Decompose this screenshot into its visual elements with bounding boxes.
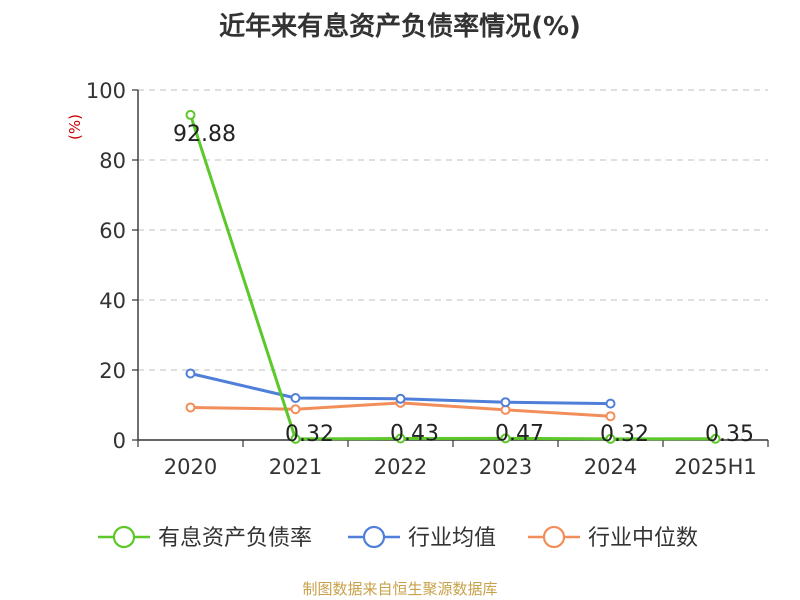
x-tick-label-2021: 2021: [269, 455, 322, 479]
series-lines: [185, 109, 721, 444]
y-tick-label-60: 60: [99, 219, 126, 243]
data-label-0: 92.88: [173, 122, 236, 147]
source-note: 制图数据来自恒生聚源数据库: [302, 580, 498, 598]
legend-marker-1: [362, 525, 386, 549]
legend-label-1: 行业均值: [408, 526, 496, 551]
x-tick-label-2023: 2023: [479, 455, 532, 479]
point-0-1: [290, 433, 301, 444]
y-tick-label-100: 100: [86, 79, 126, 103]
x-tick-label-2024: 2024: [584, 455, 637, 479]
point-0-4: [605, 433, 616, 444]
x-tick-label-2022: 2022: [374, 455, 427, 479]
point-0-5: [710, 433, 721, 444]
legend-marker-2: [542, 525, 566, 549]
data-label-3: 0.47: [495, 421, 544, 446]
point-1-4: [605, 398, 616, 409]
data-label-5: 0.35: [705, 422, 754, 447]
point-2-0: [185, 402, 196, 413]
y-tick-label-20: 20: [99, 359, 126, 383]
y-tick-label-0: 0: [113, 429, 126, 453]
legend-label-0: 有息资产负债率: [158, 526, 312, 551]
y-axis-label: (%): [66, 114, 84, 140]
y-tick-label-80: 80: [99, 149, 126, 173]
point-2-1: [290, 404, 301, 415]
x-tick-label-2025H1: 2025H1: [674, 455, 757, 479]
tick-labels: 0 20 40 60 80 100 2020 2021 2022 2023 2024 2025H1: [86, 79, 757, 479]
point-2-4: [605, 411, 616, 422]
data-label-4: 0.32: [600, 422, 649, 447]
legend-label-2: 行业中位数: [588, 526, 698, 551]
chart-title: 近年来有息资产负债率情况(%): [219, 12, 581, 42]
point-1-2: [395, 393, 406, 404]
point-0-2: [395, 433, 406, 444]
x-tick-label-2020: 2020: [164, 455, 217, 479]
point-1-1: [290, 393, 301, 403]
point-1-0: [185, 368, 196, 379]
point-0-3: [500, 433, 511, 444]
y-tick-label-40: 40: [99, 289, 126, 313]
data-labels: 92.88 0.32 0.43 0.47 0.32 0.35: [173, 122, 754, 447]
point-1-3: [500, 397, 511, 408]
data-label-2: 0.43: [390, 421, 439, 446]
data-label-1: 0.32: [285, 422, 334, 447]
gridlines: [138, 89, 768, 371]
legend: 有息资产负债率 行业均值 行业中位数: [98, 525, 698, 551]
series-line-0: [189, 114, 716, 441]
legend-marker-0: [112, 525, 136, 549]
point-0-0: [185, 109, 196, 120]
